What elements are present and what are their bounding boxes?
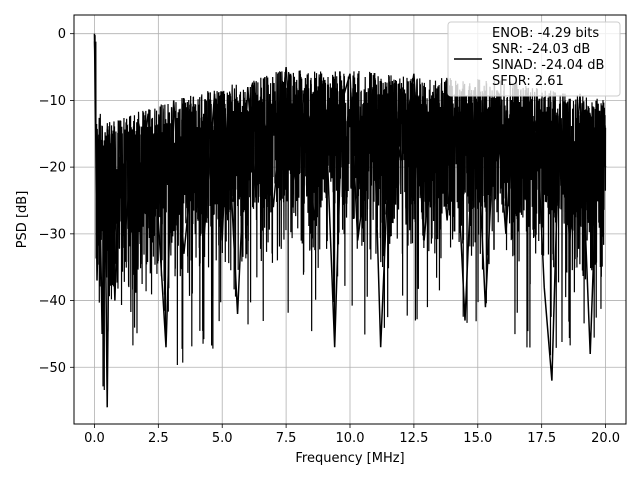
x-tick-label: 2.5 bbox=[148, 431, 169, 446]
x-tick-label: 0.0 bbox=[84, 431, 105, 446]
x-axis-label: Frequency [MHz] bbox=[295, 451, 404, 466]
y-tick-label: −20 bbox=[39, 161, 66, 176]
legend-entry: SNR: -24.03 dB bbox=[492, 42, 590, 57]
y-tick-label: −40 bbox=[39, 294, 66, 309]
psd-noise-trace bbox=[93, 35, 607, 390]
y-axis-label: PSD [dB] bbox=[15, 191, 30, 249]
x-tick-label: 15.0 bbox=[463, 431, 492, 446]
x-axis: 0.0 2.5 5.0 7.5 10.0 12.5 15.0 17.5 20.0 bbox=[84, 424, 620, 446]
x-tick-label: 10.0 bbox=[336, 431, 365, 446]
legend-entry: ENOB: -4.29 bits bbox=[492, 26, 599, 41]
legend-entry: SINAD: -24.04 dB bbox=[492, 58, 604, 73]
x-tick-label: 17.5 bbox=[527, 431, 556, 446]
legend-entry: SFDR: 2.61 bbox=[492, 74, 564, 89]
y-axis: 0 −10 −20 −30 −40 −50 bbox=[39, 27, 74, 376]
y-tick-label: −10 bbox=[39, 94, 66, 109]
y-tick-label: −30 bbox=[39, 227, 66, 242]
plot-data bbox=[93, 33, 607, 408]
legend-box bbox=[447, 21, 621, 97]
y-tick-label: −50 bbox=[39, 361, 66, 376]
psd-series-line bbox=[93, 33, 607, 408]
x-tick-label: 20.0 bbox=[591, 431, 620, 446]
y-tick-label: 0 bbox=[58, 27, 66, 42]
x-tick-label: 12.5 bbox=[399, 431, 428, 446]
x-tick-label: 7.5 bbox=[276, 431, 297, 446]
x-tick-label: 5.0 bbox=[212, 431, 233, 446]
